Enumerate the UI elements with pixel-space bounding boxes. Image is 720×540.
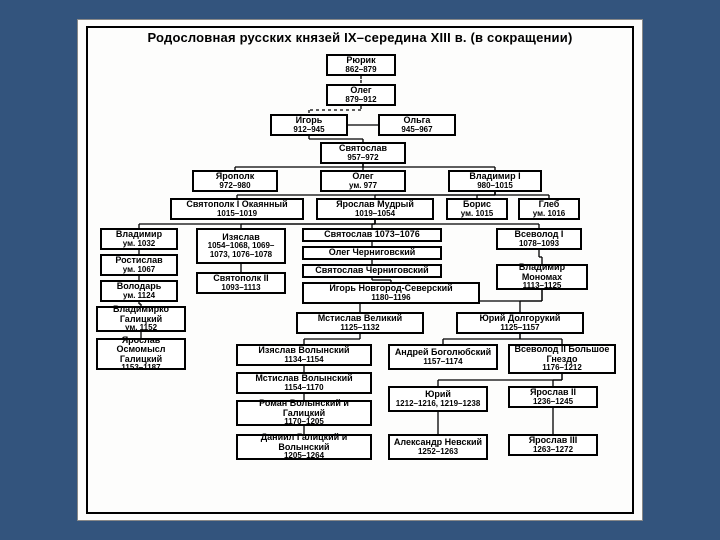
tree-node: Святослав Черниговский: [302, 264, 442, 278]
diagram-frame: Родословная русских князей IX–середина X…: [86, 26, 634, 514]
tree-node: Святослав957–972: [320, 142, 406, 164]
tree-node: Андрей Боголюбский1157–1174: [388, 344, 498, 370]
tree-node: Олег Черниговский: [302, 246, 442, 260]
tree-node: Ольга945–967: [378, 114, 456, 136]
tree-node: Глебум. 1016: [518, 198, 580, 220]
tree-node: Александр Невский1252–1263: [388, 434, 488, 460]
tree-node: Ярослав Осмомысл Галицкий1153–1187: [96, 338, 186, 370]
tree-node: Ростиславум. 1067: [100, 254, 178, 276]
tree-node: Мстислав Великий1125–1132: [296, 312, 424, 334]
tree-node: Игорь912–945: [270, 114, 348, 136]
tree-node: Игорь Новгород-Северский1180–1196: [302, 282, 480, 304]
tree-node: Олегум. 977: [320, 170, 406, 192]
tree-node: Володарьум. 1124: [100, 280, 178, 302]
tree-node: Борисум. 1015: [446, 198, 508, 220]
diagram-sheet: Родословная русских князей IX–середина X…: [77, 19, 643, 521]
tree-node: Изяслав Волынский1134–1154: [236, 344, 372, 366]
tree-node: Ярослав Мудрый1019–1054: [316, 198, 434, 220]
tree-node: Юрий1212–1216, 1219–1238: [388, 386, 488, 412]
tree-node: Олег879–912: [326, 84, 396, 106]
tree-node: Владимир Мономах1113–1125: [496, 264, 588, 290]
tree-node: Рюрик862–879: [326, 54, 396, 76]
tree-node: Юрий Долгорукий1125–1157: [456, 312, 584, 334]
tree-node: Ярополк972–980: [192, 170, 278, 192]
tree-node: Святослав 1073–1076: [302, 228, 442, 242]
tree-node: Всеволод I1078–1093: [496, 228, 582, 250]
tree-node: Святополк II1093–1113: [196, 272, 286, 294]
tree-node: Даниил Галицкий и Волынский1205–1264: [236, 434, 372, 460]
tree-node: Владимирум. 1032: [100, 228, 178, 250]
tree-node: Всеволод II Большое Гнездо1176–1212: [508, 344, 616, 374]
tree-node: Роман Волынский и Галицкий1170–1205: [236, 400, 372, 426]
tree-node: Владимирко Галицкийум. 1152: [96, 306, 186, 332]
tree-node: Ярослав II1236–1245: [508, 386, 598, 408]
tree-node: Святополк I Окаянный1015–1019: [170, 198, 304, 220]
tree-node: Ярослав III1263–1272: [508, 434, 598, 456]
tree-node: Владимир I980–1015: [448, 170, 542, 192]
tree-node: Мстислав Волынский1154–1170: [236, 372, 372, 394]
tree-node: Изяслав1054–1068, 1069–1073, 1076–1078: [196, 228, 286, 264]
